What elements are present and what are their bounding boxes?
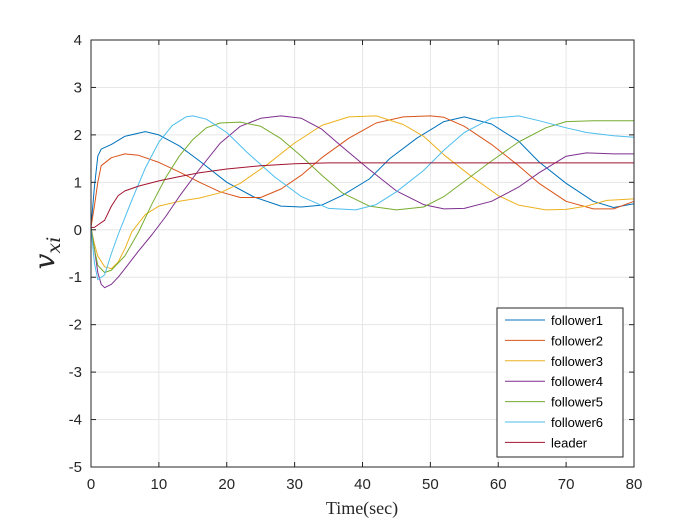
x-tick-label: 70 bbox=[558, 476, 575, 493]
y-tick-label: 4 bbox=[74, 32, 82, 49]
x-tick-label: 80 bbox=[626, 476, 643, 493]
y-tick-label: 1 bbox=[74, 174, 82, 191]
legend-label-follower5: follower5 bbox=[551, 395, 603, 410]
legend: follower1 follower2 follower3 follower4 foll… bbox=[496, 307, 624, 458]
legend-label-follower2: follower2 bbox=[551, 333, 603, 348]
series-line-leader bbox=[91, 162, 634, 228]
series-line-follower4 bbox=[90, 115, 634, 289]
y-tick-label: 3 bbox=[74, 79, 82, 96]
y-tick-label: -1 bbox=[69, 269, 82, 286]
legend-label-follower4: follower4 bbox=[551, 374, 603, 389]
series-line-follower6 bbox=[90, 115, 635, 281]
x-tick-label: 20 bbox=[218, 476, 235, 493]
legend-box bbox=[496, 307, 624, 458]
x-axis-label: Time(sec) bbox=[326, 498, 398, 519]
series-line-follower5 bbox=[90, 120, 634, 273]
x-tick-label: 40 bbox=[354, 476, 371, 493]
y-tick-label: -4 bbox=[69, 412, 82, 429]
series-line-follower3 bbox=[90, 115, 635, 270]
y-axis-label-main: v bbox=[28, 253, 61, 269]
series-line-follower2 bbox=[90, 115, 635, 228]
legend-label-leader: leader bbox=[551, 435, 588, 450]
x-tick-label: 60 bbox=[490, 476, 507, 493]
x-tick-label: 0 bbox=[87, 476, 95, 493]
x-tick-label: 10 bbox=[151, 476, 168, 493]
x-tick-label: 30 bbox=[286, 476, 303, 493]
y-tick-label: 2 bbox=[74, 127, 82, 144]
series-group bbox=[90, 115, 635, 289]
x-tick-label: 50 bbox=[422, 476, 439, 493]
y-tick-label: -2 bbox=[69, 317, 82, 334]
y-tick-label: -3 bbox=[69, 364, 82, 381]
legend-label-follower6: follower6 bbox=[551, 415, 603, 430]
y-axis-label-subscript: xi bbox=[43, 237, 65, 254]
ticks: 0 10 20 30 40 50 60 70 80 -5 -4 -3 -2 -1 0 1 2 3 4 bbox=[69, 32, 643, 493]
legend-label-follower1: follower1 bbox=[551, 313, 603, 328]
y-tick-label: 0 bbox=[74, 222, 82, 239]
series-line-follower1 bbox=[90, 116, 635, 228]
y-tick-label: -5 bbox=[69, 459, 82, 476]
y-axis-label: vxi bbox=[28, 237, 65, 270]
legend-label-follower3: follower3 bbox=[551, 354, 603, 369]
